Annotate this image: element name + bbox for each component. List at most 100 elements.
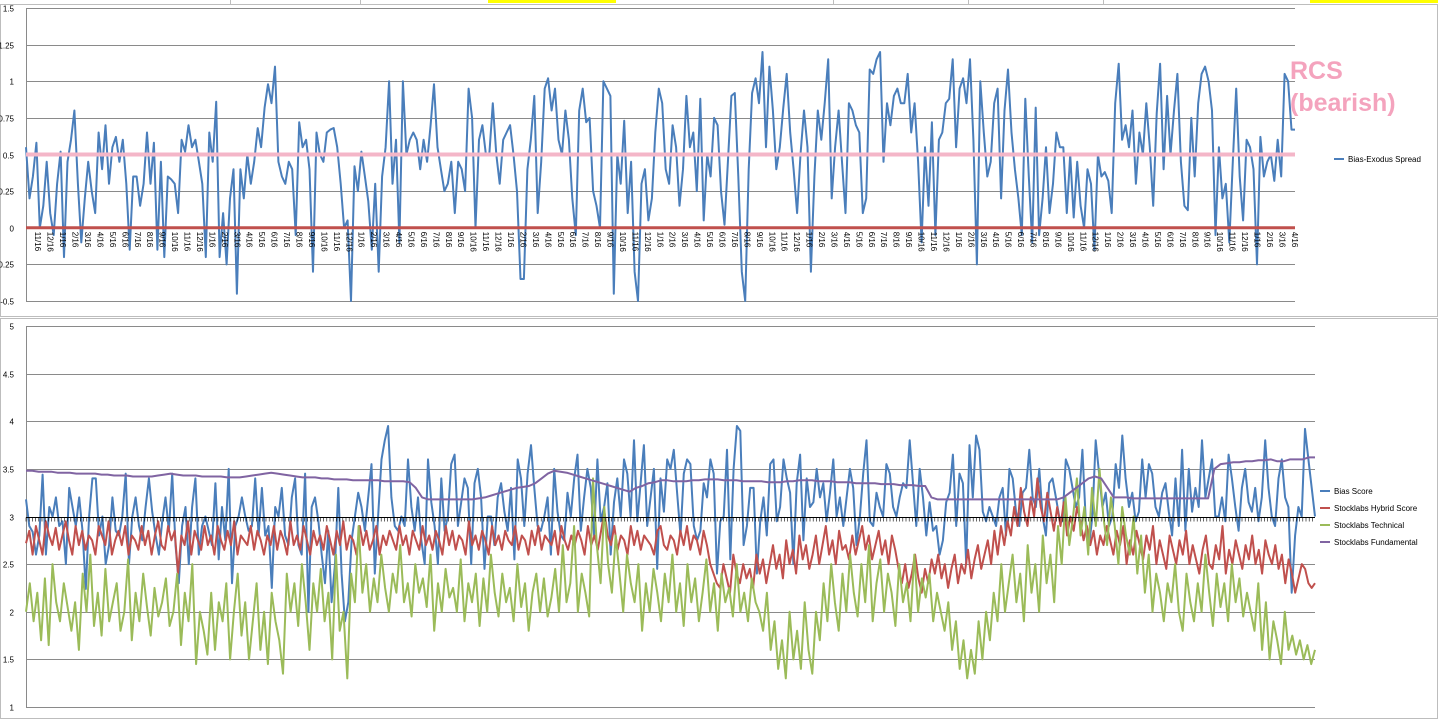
x-tick-label: 2/16: [1116, 232, 1125, 248]
x-tick-label: 9/16: [307, 232, 316, 248]
x-tick-label: 12/16: [1240, 232, 1249, 253]
x-tick-label: 9/16: [1203, 232, 1212, 248]
chart-area-frame: [0, 318, 1438, 719]
series-line-stocklabs-fundamental: [26, 456, 1315, 501]
x-tick-label: 6/16: [419, 232, 428, 248]
x-tick-label: 9/16: [755, 232, 764, 248]
x-tick-label: 10/16: [170, 232, 179, 253]
y-tick-label: 0.75: [0, 115, 15, 124]
x-tick-label: 10/16: [767, 232, 776, 253]
x-tick-label: 12/16: [195, 232, 204, 253]
x-tick-label: 8/16: [742, 232, 751, 248]
x-tick-label: 7/16: [431, 232, 440, 248]
x-tick-label: 7/16: [1029, 232, 1038, 248]
x-tick-label: 6/16: [867, 232, 876, 248]
x-tick-label: 8/16: [593, 232, 602, 248]
x-tick-label: 1/16: [805, 232, 814, 248]
x-tick-label: 12/16: [494, 232, 503, 253]
x-tick-label: 12/16: [1091, 232, 1100, 253]
x-tick-label: 6/16: [270, 232, 279, 248]
x-tick-label: 2/16: [220, 232, 229, 248]
x-tick-label: 5/16: [108, 232, 117, 248]
column-separator: [230, 0, 231, 4]
x-tick-label: 10/16: [618, 232, 627, 253]
y-tick-label: 1: [10, 78, 15, 87]
x-tick-label: 2/16: [966, 232, 975, 248]
x-tick-label: 3/16: [531, 232, 540, 248]
x-tick-label: 11/16: [332, 232, 341, 252]
x-tick-label: 2/16: [71, 232, 80, 248]
highlighted-cell[interactable]: [488, 0, 616, 3]
x-tick-label: 11/16: [630, 232, 639, 252]
x-tick-label: 7/16: [730, 232, 739, 248]
x-tick-label: 4/16: [693, 232, 702, 248]
x-tick-label: 11/16: [481, 232, 490, 252]
x-tick-label: 11/16: [183, 232, 192, 252]
x-tick-label: 8/16: [892, 232, 901, 248]
x-tick-label: 11/16: [929, 232, 938, 252]
y-tick-label: 4.5: [3, 371, 15, 380]
legend-entry: Bias-Exodus Spread: [1348, 155, 1421, 164]
x-tick-label: 4/16: [95, 232, 104, 248]
x-tick-label: 3/16: [829, 232, 838, 248]
y-tick-label: 3.5: [3, 466, 15, 475]
y-tick-label: 1.25: [0, 42, 15, 51]
y-tick-label: 5: [10, 323, 15, 332]
x-tick-label: 11/16: [1078, 232, 1087, 252]
x-tick-label: 4/16: [543, 232, 552, 248]
y-tick-label: 0.5: [3, 152, 15, 161]
x-tick-label: 10/16: [319, 232, 328, 253]
x-tick-label: 4/16: [991, 232, 1000, 248]
x-tick-label: 3/16: [232, 232, 241, 248]
highlighted-cell[interactable]: [1310, 0, 1438, 3]
x-tick-label: 2/16: [668, 232, 677, 248]
x-tick-label: 1/16: [58, 232, 67, 248]
x-tick-label: 12/16: [941, 232, 950, 253]
series-line-stocklabs-hybrid-score: [25, 477, 1316, 594]
x-tick-label: 1/16: [1103, 232, 1112, 248]
x-tick-label: 3/16: [382, 232, 391, 248]
y-tick-label: 0: [10, 225, 15, 234]
x-tick-label: 12/16: [344, 232, 353, 253]
x-tick-label: 8/16: [294, 232, 303, 248]
x-tick-label: 12/16: [643, 232, 652, 253]
x-tick-label: 5/16: [854, 232, 863, 248]
x-tick-label: 7/16: [1178, 232, 1187, 248]
scores-chart[interactable]: 1 1.5 2 2.5 3 3.5 4 4.5 5 Bias Score Stocklabs Hyb…: [0, 318, 1438, 719]
x-tick-label: 3/16: [83, 232, 92, 248]
y-tick-label: -0.25: [0, 261, 15, 270]
x-tick-label: 6/16: [120, 232, 129, 248]
x-tick-label: 11/16: [780, 232, 789, 252]
x-tick-label: 1/16: [1252, 232, 1261, 248]
x-tick-label: 10/16: [469, 232, 478, 253]
x-tick-label: 9/16: [456, 232, 465, 248]
legend-entry: Stocklabs Fundamental: [1334, 538, 1418, 547]
column-separator: [968, 0, 969, 4]
legend-entry: Stocklabs Technical: [1334, 521, 1404, 530]
x-tick-label: 2/16: [369, 232, 378, 248]
annotation-text: (bearish): [1290, 89, 1396, 117]
x-tick-label: 10/16: [1066, 232, 1075, 253]
legend-entry: Bias Score: [1334, 487, 1373, 496]
x-tick-label: 1/16: [506, 232, 515, 248]
column-separator: [360, 0, 361, 4]
x-tick-label: 7/16: [282, 232, 291, 248]
x-tick-label: 6/16: [568, 232, 577, 248]
x-tick-label: 7/16: [879, 232, 888, 248]
x-tick-label: 8/16: [1190, 232, 1199, 248]
column-separator: [1103, 0, 1104, 4]
y-tick-label: 2.5: [3, 561, 15, 570]
x-tick-label: 3/16: [680, 232, 689, 248]
x-tick-label: 1/16: [954, 232, 963, 248]
x-tick-label: 5/16: [257, 232, 266, 248]
x-tick-label: 9/16: [158, 232, 167, 248]
x-tick-label: 9/16: [606, 232, 615, 248]
spread-chart[interactable]: -0.5 -0.25 0 0.25 0.5 0.75 1 1.25 1.5 Bias-Exodus…: [0, 4, 1438, 317]
x-tick-label: 8/16: [1041, 232, 1050, 248]
x-tick-label: 6/16: [1165, 232, 1174, 248]
x-tick-label: 3/16: [979, 232, 988, 248]
annotation-text: RCS: [1290, 57, 1343, 85]
y-tick-label: 4: [10, 418, 15, 427]
x-tick-label: 6/16: [717, 232, 726, 248]
